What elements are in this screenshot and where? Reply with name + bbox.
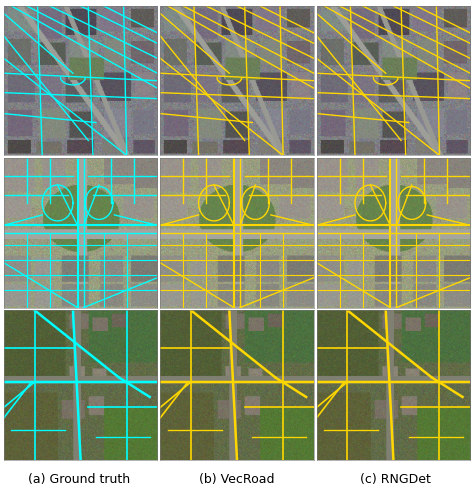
Text: (a) Ground truth: (a) Ground truth <box>28 473 130 486</box>
Text: (c) RNGDet: (c) RNGDet <box>360 473 430 486</box>
Text: (b) VecRoad: (b) VecRoad <box>199 473 275 486</box>
